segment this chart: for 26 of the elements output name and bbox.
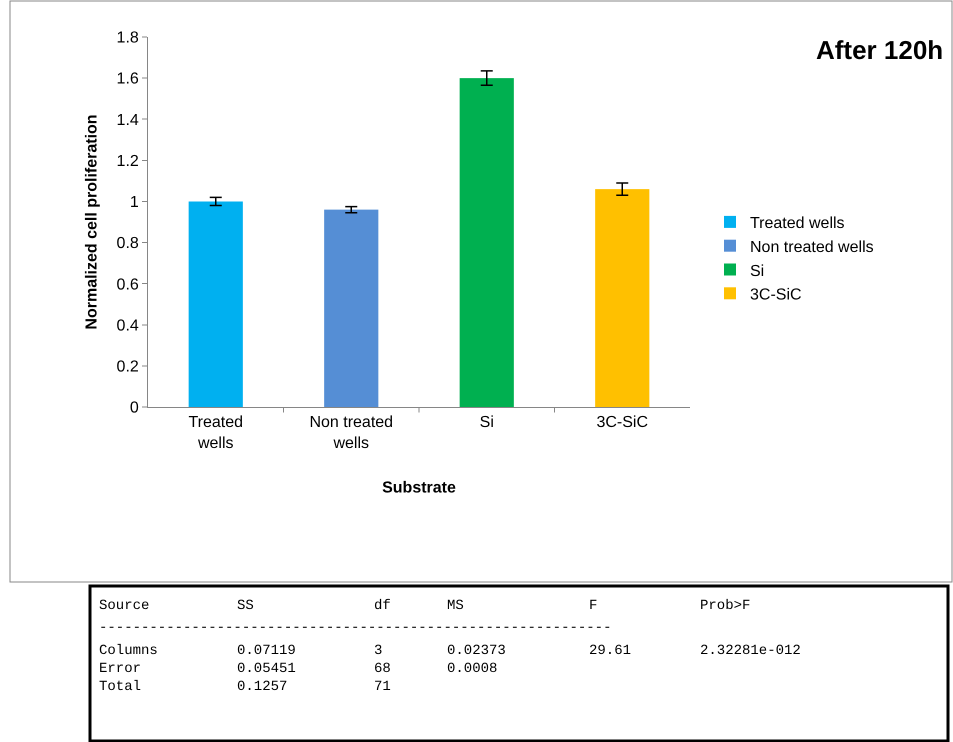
x-axis-title: Substrate: [382, 480, 456, 497]
text: Columns 0.07119 3 0.02373 29.61 2.32281e-012: [99, 643, 801, 659]
y-tick-label: 1.8: [116, 30, 139, 47]
y-axis-title: Normalized cell proliferation: [83, 114, 100, 330]
y-tick-label: 1: [130, 194, 139, 212]
x-tick-label: Non treated wells: [309, 414, 394, 452]
text: -------------------------------------------------------------: [99, 620, 612, 636]
legend-label: Si: [750, 262, 764, 280]
x-tick-label: 3C-SiC: [596, 414, 648, 432]
y-tick-label: 0: [130, 400, 139, 417]
x-tick-label: Treated wells: [188, 414, 244, 452]
text: Total 0.1257 71: [99, 679, 391, 695]
text: Source SS df MS F Prob>F: [99, 598, 750, 614]
y-tick-label: 1.4: [116, 112, 139, 129]
y-tick-label: 0.4: [116, 317, 139, 334]
y-tick-label: 1.2: [116, 152, 139, 170]
y-tick-label: 0.6: [116, 276, 139, 294]
legend-label: Non treated wells: [750, 238, 874, 256]
legend-label: Treated wells: [750, 215, 845, 232]
y-tick-label: 1.6: [116, 70, 139, 88]
text: After 120h: [816, 35, 944, 65]
legend-label: 3C-SiC: [750, 286, 802, 304]
y-tick-label: 0.8: [116, 235, 139, 252]
x-tick-label: Si: [480, 414, 494, 432]
y-tick-label: 0.2: [116, 358, 139, 376]
text: Error 0.05451 68 0.0008: [99, 661, 498, 677]
